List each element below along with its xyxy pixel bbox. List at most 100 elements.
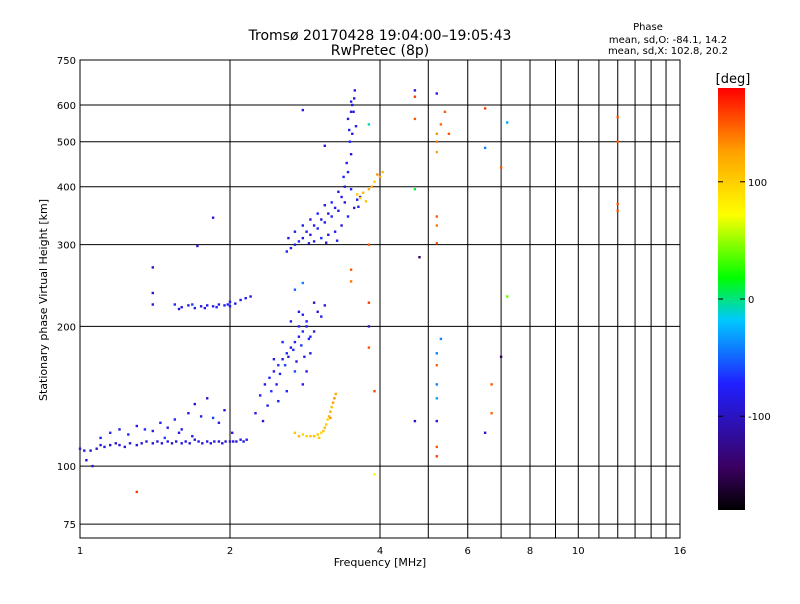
echo-point xyxy=(353,97,356,100)
colorbar-ticks: 100 0 -100 xyxy=(718,178,771,423)
echo-point xyxy=(616,209,619,212)
echo-point xyxy=(180,306,183,309)
y-tick-label: 200 xyxy=(57,322,76,333)
echo-point xyxy=(239,438,242,441)
echo-point xyxy=(206,397,209,400)
echo-point xyxy=(193,402,196,406)
echo-point xyxy=(223,304,226,307)
echo-point xyxy=(301,108,304,112)
echo-point xyxy=(506,295,509,298)
echo-point xyxy=(349,153,353,156)
echo-point xyxy=(309,218,312,221)
echo-point xyxy=(353,89,356,92)
echo-point xyxy=(297,435,301,438)
echo-point xyxy=(232,440,235,443)
echo-point xyxy=(367,123,371,126)
echo-point xyxy=(281,358,284,361)
echo-point xyxy=(143,428,147,431)
echo-point xyxy=(301,313,304,316)
echo-point xyxy=(118,428,121,431)
echo-point xyxy=(435,224,438,227)
echo-point xyxy=(348,140,352,143)
echo-point xyxy=(334,392,337,396)
x-tick-label: 6 xyxy=(465,546,471,557)
echo-point xyxy=(206,304,209,307)
echo-point xyxy=(323,144,326,147)
echo-point xyxy=(293,230,297,233)
echo-point xyxy=(109,431,112,434)
echo-point xyxy=(435,455,438,458)
x-tick-label: 10 xyxy=(572,546,585,557)
echo-point xyxy=(201,442,204,445)
echo-point xyxy=(297,335,301,338)
echo-point xyxy=(206,440,209,443)
echo-point xyxy=(413,419,417,423)
echo-point xyxy=(325,423,328,426)
echo-point xyxy=(435,242,438,245)
echo-point xyxy=(266,404,269,407)
echo-point xyxy=(301,236,304,240)
echo-point xyxy=(413,188,417,191)
echo-point xyxy=(173,418,176,421)
echo-point xyxy=(354,125,358,128)
echo-point xyxy=(293,243,297,246)
echo-point xyxy=(337,190,340,193)
echo-point xyxy=(217,303,221,306)
echo-point xyxy=(345,161,348,165)
echo-point xyxy=(223,409,226,412)
chart-subtitle: RwPretec (8p) xyxy=(331,43,429,59)
echo-point xyxy=(367,325,371,328)
echo-point xyxy=(177,431,181,434)
echo-point xyxy=(270,390,273,393)
x-tick-label: 1 xyxy=(77,546,83,557)
x-tick-label: 4 xyxy=(377,546,383,557)
echo-point xyxy=(307,242,311,245)
echo-point xyxy=(234,302,237,305)
echo-point xyxy=(275,383,278,386)
echo-point xyxy=(356,193,359,196)
grid-lines xyxy=(79,59,681,538)
echo-point xyxy=(135,424,138,428)
echo-point xyxy=(323,221,326,224)
echo-point xyxy=(435,215,438,218)
echo-point xyxy=(228,440,232,443)
echo-point xyxy=(435,419,438,423)
echo-point xyxy=(309,335,312,338)
echo-point xyxy=(323,204,326,207)
echo-point xyxy=(316,433,319,436)
echo-point xyxy=(356,198,359,201)
echo-point xyxy=(327,415,331,418)
chart-title: Tromsø 20170428 19:04:00–19:05:43 xyxy=(248,28,512,44)
y-tick-label: 500 xyxy=(57,138,76,149)
echo-point xyxy=(327,233,330,236)
echo-point xyxy=(203,306,206,310)
echo-point xyxy=(483,146,487,150)
echo-point xyxy=(293,340,297,344)
echo-point xyxy=(312,435,316,438)
echo-point xyxy=(114,442,117,445)
echo-point xyxy=(85,459,88,462)
echo-point xyxy=(199,305,203,308)
echo-point xyxy=(616,202,619,206)
echo-point xyxy=(312,240,316,243)
echo-point xyxy=(370,185,373,188)
echo-point xyxy=(340,224,343,227)
echo-point xyxy=(342,175,345,179)
echo-point xyxy=(91,464,94,468)
echo-point xyxy=(364,200,368,203)
echo-point xyxy=(177,307,181,311)
echo-point xyxy=(109,443,112,447)
echo-point xyxy=(184,440,187,443)
echo-point xyxy=(349,188,353,191)
echo-point xyxy=(285,390,288,393)
echo-point xyxy=(151,291,154,295)
echo-point xyxy=(349,268,353,271)
echo-point xyxy=(373,180,376,183)
echo-point xyxy=(103,445,106,449)
echo-point xyxy=(330,405,333,409)
echo-point xyxy=(160,442,164,445)
echo-point xyxy=(435,150,438,154)
echo-point xyxy=(292,348,295,352)
echo-point xyxy=(268,376,271,379)
